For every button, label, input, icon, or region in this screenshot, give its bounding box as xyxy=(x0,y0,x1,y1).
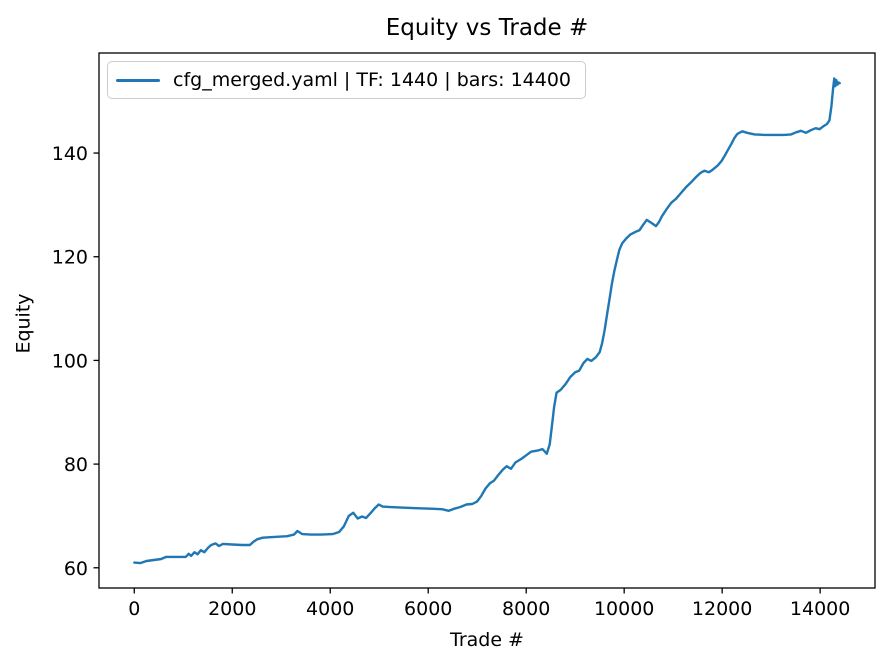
legend-label: cfg_merged.yaml | TF: 1440 | bars: 14400 xyxy=(173,69,572,91)
x-tick-label: 4000 xyxy=(306,598,354,620)
x-tick-label: 2000 xyxy=(208,598,256,620)
legend: cfg_merged.yaml | TF: 1440 | bars: 14400 xyxy=(107,61,587,99)
x-tick-label: 6000 xyxy=(404,598,452,620)
axes-spines xyxy=(98,52,876,589)
x-tick-label: 12000 xyxy=(692,598,752,620)
y-tick-label: 120 xyxy=(52,247,88,269)
y-tick-label: 60 xyxy=(64,558,88,580)
y-tick-label: 140 xyxy=(52,143,88,165)
x-tick-label: 0 xyxy=(128,598,140,620)
x-tick-label: 8000 xyxy=(502,598,550,620)
y-axis-label: Equity xyxy=(12,293,35,354)
legend-line-sample-icon xyxy=(116,78,160,82)
equity-line xyxy=(133,77,841,565)
y-tick-label: 100 xyxy=(52,350,88,372)
y-tick-label: 80 xyxy=(64,454,88,476)
x-tick-label: 10000 xyxy=(594,598,654,620)
x-axis-label: Trade # xyxy=(450,629,524,651)
x-tick-label: 14000 xyxy=(790,598,850,620)
chart-title: Equity vs Trade # xyxy=(385,15,589,41)
